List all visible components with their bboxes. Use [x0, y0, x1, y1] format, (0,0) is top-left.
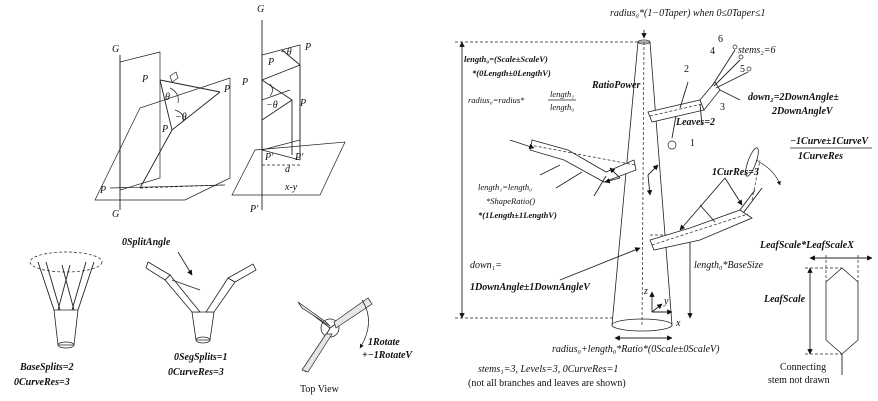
radius0-eq-label: radius₀=radius*: [468, 95, 525, 105]
rotate-v-label: +−1RotateV: [362, 350, 413, 361]
pb2-label: P: [267, 57, 274, 68]
split-angle-label: 0SplitAngle: [122, 237, 171, 248]
radius-bottom-label: radius₀+length₀*Ratio*(0Scale±0ScaleV): [552, 344, 720, 355]
p1-label: P: [141, 74, 148, 85]
pc-prime-label: P′: [249, 204, 259, 215]
down1-line2: 1DownAngle±1DownAngleV: [470, 282, 591, 293]
theta-b-label: −θ: [175, 112, 187, 123]
base-splits-label: BaseSplits=2: [19, 362, 74, 373]
branch-number-2: 2: [684, 64, 689, 75]
base-size-label: length₀*BaseSize: [694, 260, 764, 271]
length0-line1: length₀=(Scale±ScaleV): [464, 54, 548, 64]
length1-line1: length₁=length₀: [478, 182, 532, 192]
axis-x-label: x: [675, 318, 681, 329]
cur-res-label: 1CurRes=3: [712, 167, 759, 178]
seg-splits-label: 0SegSplits=1: [174, 352, 228, 363]
axis-z-label: z: [643, 286, 648, 297]
curve-line1: −1Curve±1CurveV: [790, 136, 870, 147]
p2-label: P: [223, 84, 230, 95]
down1-line1: down₁=: [470, 260, 502, 271]
pa-label: P: [99, 185, 106, 196]
curve-res-mid-label: 0CurveRes=3: [168, 367, 224, 378]
branch-number-1: 1: [690, 138, 695, 149]
plane-geometry-panel-right: [231, 20, 346, 210]
axis-y-label: y: [663, 296, 669, 307]
pa-prime-label: P′: [294, 152, 304, 163]
plane-geometry-panel-left: [94, 51, 231, 210]
split-diagrams-panel: [29, 251, 373, 373]
ratio-power-label: RatioPower: [591, 80, 640, 91]
theta1-label: θ: [165, 92, 170, 103]
d-label: d: [285, 164, 291, 175]
down2-line2: 2DownAngleV: [771, 106, 834, 117]
not-all-label: (not all branches and leaves are shown): [468, 378, 626, 389]
pa2-label: P: [299, 98, 306, 109]
g-axis-top-right-label: G: [257, 4, 264, 15]
branch-number-5: 5: [740, 64, 745, 75]
curve-line2: 1CurveRes: [798, 151, 843, 162]
length0-line2: *(0Length±0LengthV): [472, 68, 551, 78]
frac-den-label: length₀: [550, 102, 574, 112]
radius-top-label: radius₀*(1−0Taper) when 0≤0Taper≤1: [610, 8, 765, 19]
leaf-scale-top-label: LeafScale*LeafScaleX: [759, 240, 854, 251]
connecting-line2: stem not drawn: [768, 375, 830, 386]
rotate-label: 1Rotate: [368, 337, 400, 348]
down2-line1: down₂=2DownAngle±: [748, 92, 839, 103]
theta2a-label: −θ: [280, 47, 292, 58]
branch-number-3: 3: [720, 102, 725, 113]
g-axis-top-left-label: G: [112, 44, 119, 55]
leaf-scale-label: LeafScale: [763, 294, 806, 305]
pb-label: P: [161, 124, 168, 135]
frac-num-label: length₁: [550, 89, 574, 99]
stems-levels-label: stems₁=3, Levels=3, 0CurveRes=1: [478, 364, 618, 375]
stems2-label: stems₂=6: [738, 45, 775, 56]
pb-prime-label: P′: [264, 152, 274, 163]
branch-number-6: 6: [718, 34, 723, 45]
p-right-label: P: [304, 42, 311, 53]
length1-line3: *(1Length±1LengthV): [478, 210, 557, 220]
length1-line2: *ShapeRatio(): [486, 196, 535, 206]
curve-res-left-label: 0CurveRes=3: [14, 377, 70, 388]
pc-label: P: [241, 77, 248, 88]
top-view-label: Top View: [300, 384, 340, 395]
xy-plane-label: x-y: [284, 182, 298, 193]
tree-parameters-panel: [455, 30, 873, 375]
branch-number-4: 4: [710, 46, 715, 57]
theta2b-label: −θ: [266, 100, 278, 111]
connecting-line1: Connecting: [780, 362, 826, 373]
leaves-label: Leaves=2: [675, 117, 715, 128]
g-axis-bottom-left-label: G: [112, 209, 119, 220]
